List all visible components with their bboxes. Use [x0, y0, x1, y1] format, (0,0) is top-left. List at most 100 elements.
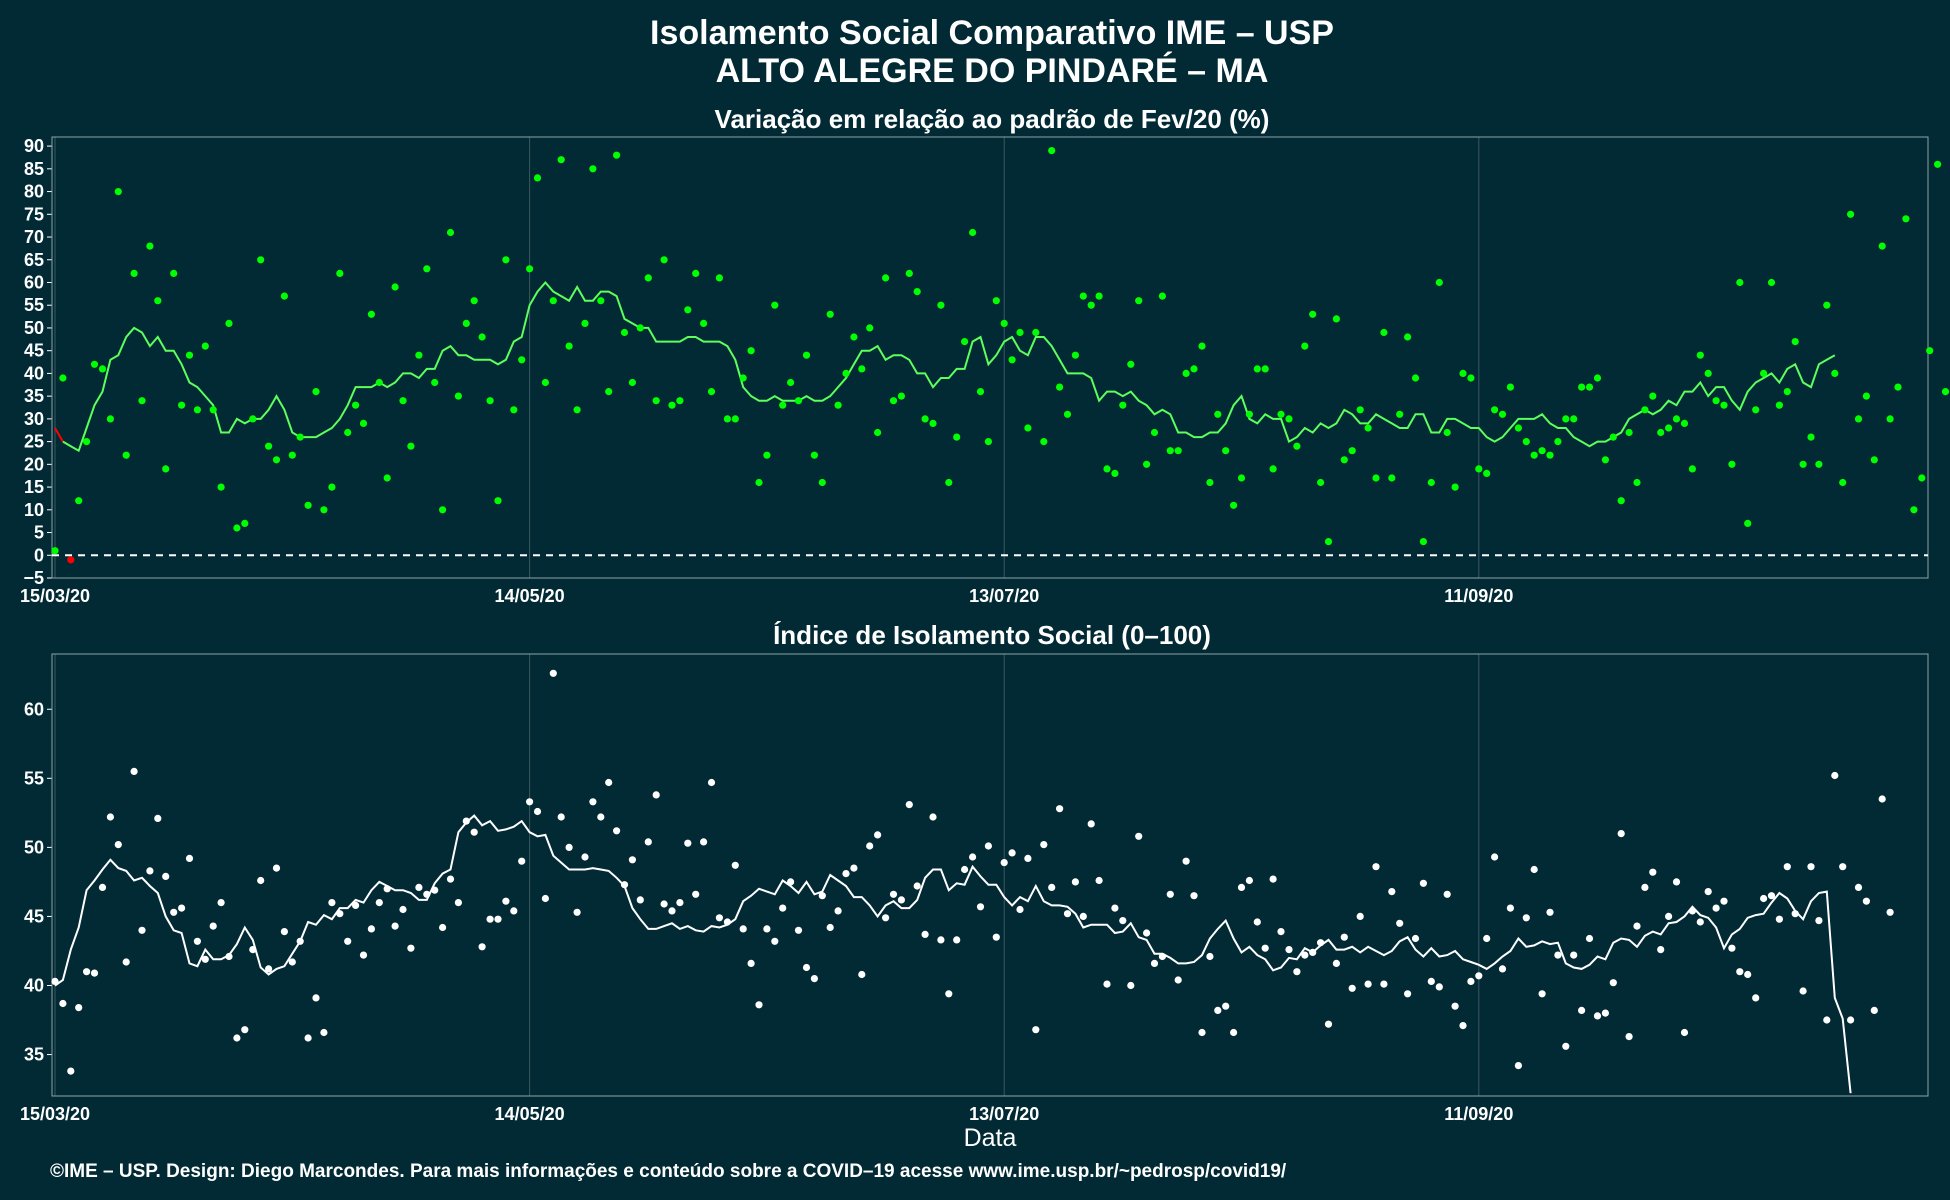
panel-2-title: Índice de Isolamento Social (0–100) [773, 620, 1211, 650]
data-point [1150, 959, 1159, 968]
data-point [802, 963, 811, 972]
data-point [249, 415, 257, 423]
data-point [399, 905, 407, 914]
data-point [502, 897, 510, 905]
data-point [945, 478, 953, 487]
data-point [1538, 990, 1546, 998]
data-point [518, 356, 526, 364]
data-point [1293, 442, 1301, 450]
data-point [565, 342, 573, 350]
data-point [1831, 369, 1839, 377]
data-point [541, 894, 550, 903]
data-point [502, 256, 510, 264]
data-point [1752, 406, 1760, 414]
data-point [486, 915, 494, 923]
data-point [1807, 433, 1815, 441]
data-point [1680, 419, 1689, 427]
data-point [1016, 328, 1024, 337]
data-point [1253, 918, 1261, 926]
data-point [557, 813, 565, 821]
data-point [1419, 538, 1427, 546]
data-point [1522, 914, 1530, 922]
data-point [391, 283, 399, 291]
data-point [1277, 410, 1285, 418]
data-point [83, 438, 91, 446]
data-point [98, 365, 107, 373]
x-tick-label: 15/03/20 [20, 586, 90, 606]
data-point [1546, 451, 1554, 459]
data-point [652, 397, 660, 405]
data-point [771, 301, 779, 309]
data-point [747, 959, 755, 968]
data-point [288, 451, 296, 459]
data-point [739, 925, 747, 933]
data-point [897, 392, 906, 400]
data-point [75, 497, 83, 505]
data-point [415, 883, 423, 892]
data-point [1878, 795, 1886, 803]
data-point [1475, 972, 1483, 980]
data-point [407, 442, 415, 450]
data-point [138, 397, 146, 405]
data-point [1760, 369, 1768, 377]
data-point [953, 433, 961, 441]
data-point [1578, 383, 1586, 391]
data-point [1459, 369, 1467, 377]
data-point [336, 910, 344, 918]
data-point [1562, 415, 1570, 423]
data-point [1158, 952, 1166, 961]
data-point [1372, 474, 1380, 482]
y-tick-label: 30 [24, 409, 44, 429]
data-point [1498, 410, 1507, 418]
data-point [1269, 465, 1277, 473]
data-point [739, 374, 747, 382]
data-point [1847, 1016, 1855, 1024]
data-point [122, 958, 130, 966]
data-point [296, 433, 304, 441]
data-point [1839, 478, 1847, 487]
data-point [1182, 369, 1190, 377]
data-point [1570, 415, 1578, 423]
data-point [462, 817, 470, 825]
data-point [961, 338, 969, 346]
data-point [1127, 360, 1135, 368]
data-point [462, 319, 470, 327]
data-point [399, 397, 407, 405]
y-tick-label: 60 [24, 699, 44, 719]
data-point [1760, 894, 1768, 903]
data-point [1546, 908, 1554, 916]
y-tick-label: 5 [34, 523, 44, 543]
data-point [1854, 415, 1863, 423]
data-point [715, 274, 724, 282]
data-point [1451, 483, 1459, 491]
data-point [1854, 883, 1863, 892]
data-point [1127, 981, 1135, 990]
data-point [1222, 447, 1230, 455]
data-point [130, 269, 138, 277]
data-point [771, 937, 779, 945]
data-point [1665, 912, 1673, 921]
data-point [1601, 456, 1609, 464]
data-point [636, 896, 644, 904]
data-point [304, 1034, 312, 1042]
data-point [1166, 447, 1174, 455]
data-point [1609, 433, 1617, 441]
x-tick-label: 14/05/20 [495, 1104, 565, 1124]
data-point [1253, 365, 1261, 373]
y-tick-label: 85 [24, 159, 44, 179]
data-point [1847, 210, 1855, 218]
data-point [1672, 415, 1681, 423]
data-point [241, 1026, 249, 1034]
data-point [1324, 1020, 1333, 1028]
plot-frame [51, 136, 1929, 579]
data-point [660, 900, 668, 908]
data-point [1206, 478, 1214, 487]
data-point [889, 890, 898, 898]
data-point [961, 865, 969, 874]
data-point [1625, 428, 1633, 437]
data-point [1467, 374, 1475, 382]
data-point [1530, 451, 1538, 459]
data-point [913, 288, 921, 296]
data-point [613, 827, 621, 835]
data-point [1799, 460, 1807, 468]
